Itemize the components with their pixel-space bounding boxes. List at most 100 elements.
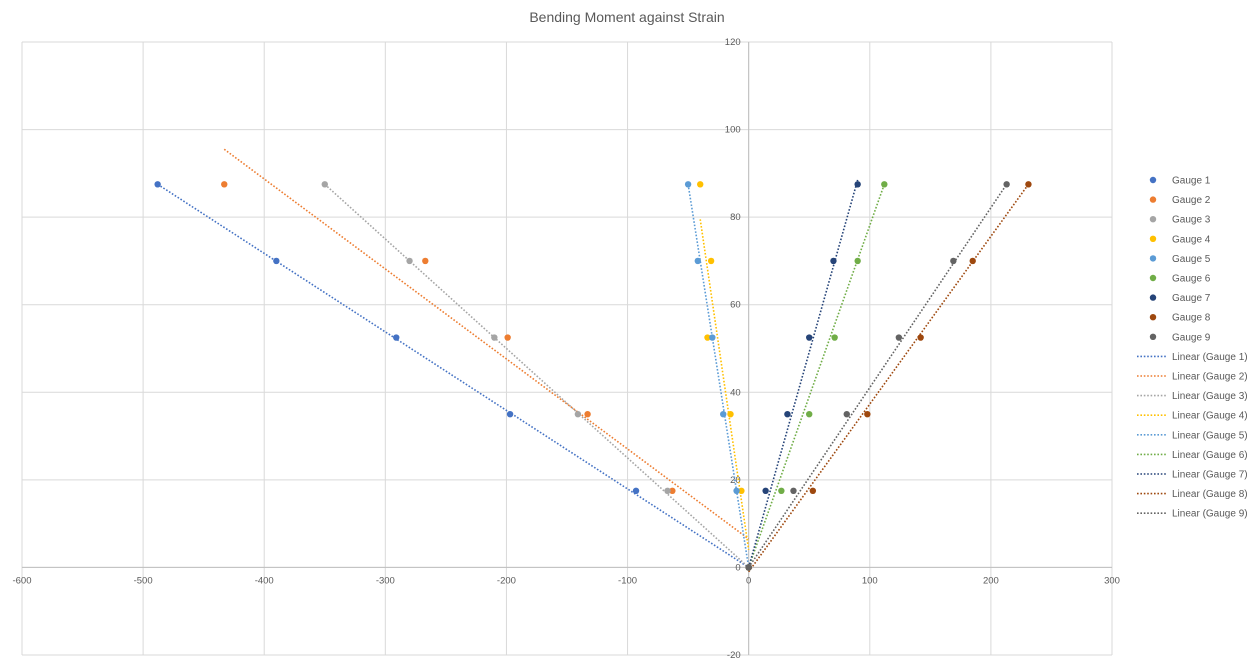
trendline (699, 219, 750, 551)
data-point (321, 181, 328, 188)
y-tick-label: 100 (725, 125, 741, 136)
legend-label: Gauge 5 (1172, 254, 1211, 265)
data-point (273, 257, 280, 265)
data-point (669, 487, 676, 495)
data-point (422, 257, 429, 265)
data-point (684, 181, 692, 188)
legend-label: Linear (Gauge 1) (1172, 352, 1248, 363)
data-point (864, 410, 871, 418)
legend-label: Gauge 3 (1172, 215, 1211, 226)
data-point (584, 410, 591, 418)
x-tick-label: -500 (134, 575, 153, 586)
trendlines (157, 148, 1030, 573)
gridlines (21, 41, 1113, 656)
legend-label: Gauge 7 (1172, 293, 1211, 304)
data-point (491, 334, 498, 341)
data-point (806, 410, 813, 418)
data-point (762, 487, 769, 495)
x-tick-label: -200 (497, 575, 516, 586)
data-point (574, 410, 582, 418)
legend-label: Gauge 6 (1172, 274, 1211, 285)
data-point (709, 334, 716, 341)
data-point (969, 257, 976, 265)
data-point (664, 487, 671, 495)
y-tick-label: 0 (735, 562, 740, 573)
data-point (809, 487, 817, 495)
x-tick-label: -600 (12, 575, 31, 586)
data-point (733, 487, 740, 495)
data-point (406, 257, 413, 265)
legend-label: Gauge 4 (1172, 234, 1211, 245)
data-point (917, 334, 924, 341)
data-point (738, 487, 745, 495)
y-tick-label: 40 (730, 387, 741, 398)
trendline (747, 184, 886, 568)
legend-marker (1149, 216, 1157, 223)
y-tick-label: 60 (730, 300, 741, 311)
legend-label: Linear (Gauge 5) (1172, 430, 1248, 441)
data-point (221, 181, 228, 188)
x-tick-label: -400 (255, 575, 274, 586)
legend-label: Gauge 9 (1172, 332, 1211, 343)
legend-label: Linear (Gauge 6) (1172, 450, 1248, 461)
x-tick-label: 100 (862, 575, 878, 586)
data-point (950, 257, 957, 265)
data-point (694, 257, 701, 265)
data-point (830, 257, 837, 265)
data-point (154, 181, 161, 188)
legend-marker (1149, 176, 1157, 184)
x-tick-label: -100 (618, 575, 637, 586)
trendline (747, 179, 859, 568)
data-point (778, 487, 785, 495)
data-point (1025, 181, 1032, 188)
legend-marker (1149, 235, 1157, 242)
data-point (745, 564, 752, 571)
trendline (748, 183, 1008, 568)
legend-marker (1149, 274, 1157, 282)
legend-marker (1149, 333, 1157, 340)
trendline (324, 183, 750, 569)
data-point (806, 334, 813, 341)
trendline (748, 183, 1030, 573)
y-tick-label: -20 (727, 650, 741, 660)
legend: Gauge 1 Gauge 2 Gauge 3 Gauge 4 Gauge 5 Gauge… (1137, 176, 1248, 520)
data-point (854, 181, 861, 188)
data-points (154, 181, 1032, 571)
x-tick-label: 200 (983, 575, 999, 586)
legend-marker (1149, 196, 1157, 203)
data-point (727, 410, 734, 418)
chart-title: Bending Moment against Strain (529, 9, 724, 25)
legend-label: Linear (Gauge 3) (1172, 391, 1248, 402)
trendline (687, 184, 750, 568)
data-point (881, 181, 888, 188)
data-point (506, 410, 514, 418)
legend-label: Linear (Gauge 2) (1172, 372, 1248, 383)
x-tick-label: -300 (376, 575, 395, 586)
data-point (790, 487, 797, 495)
trendline (223, 148, 750, 540)
x-tick-label: 300 (1104, 575, 1120, 586)
y-tick-label: 120 (725, 37, 741, 48)
legend-label: Linear (Gauge 9) (1172, 509, 1248, 520)
data-point (720, 410, 727, 418)
data-point (704, 334, 711, 341)
legend-label: Gauge 1 (1172, 176, 1211, 187)
legend-marker (1149, 314, 1157, 321)
data-point (632, 487, 640, 495)
legend-label: Gauge 2 (1172, 195, 1211, 206)
legend-label: Linear (Gauge 8) (1172, 489, 1248, 500)
legend-marker (1149, 294, 1157, 301)
data-point (831, 334, 838, 341)
legend-label: Linear (Gauge 4) (1172, 411, 1248, 422)
legend-label: Linear (Gauge 7) (1172, 470, 1248, 481)
legend-label: Gauge 8 (1172, 313, 1211, 324)
data-point (504, 334, 511, 341)
legend-marker (1149, 255, 1157, 262)
data-point (854, 257, 861, 265)
data-point (697, 181, 704, 188)
trendline (157, 183, 750, 569)
x-tick-label: 0 (746, 575, 751, 586)
data-point (843, 410, 850, 418)
axes: -600-500-400-300-200-1000100200300-20020… (12, 37, 1119, 660)
